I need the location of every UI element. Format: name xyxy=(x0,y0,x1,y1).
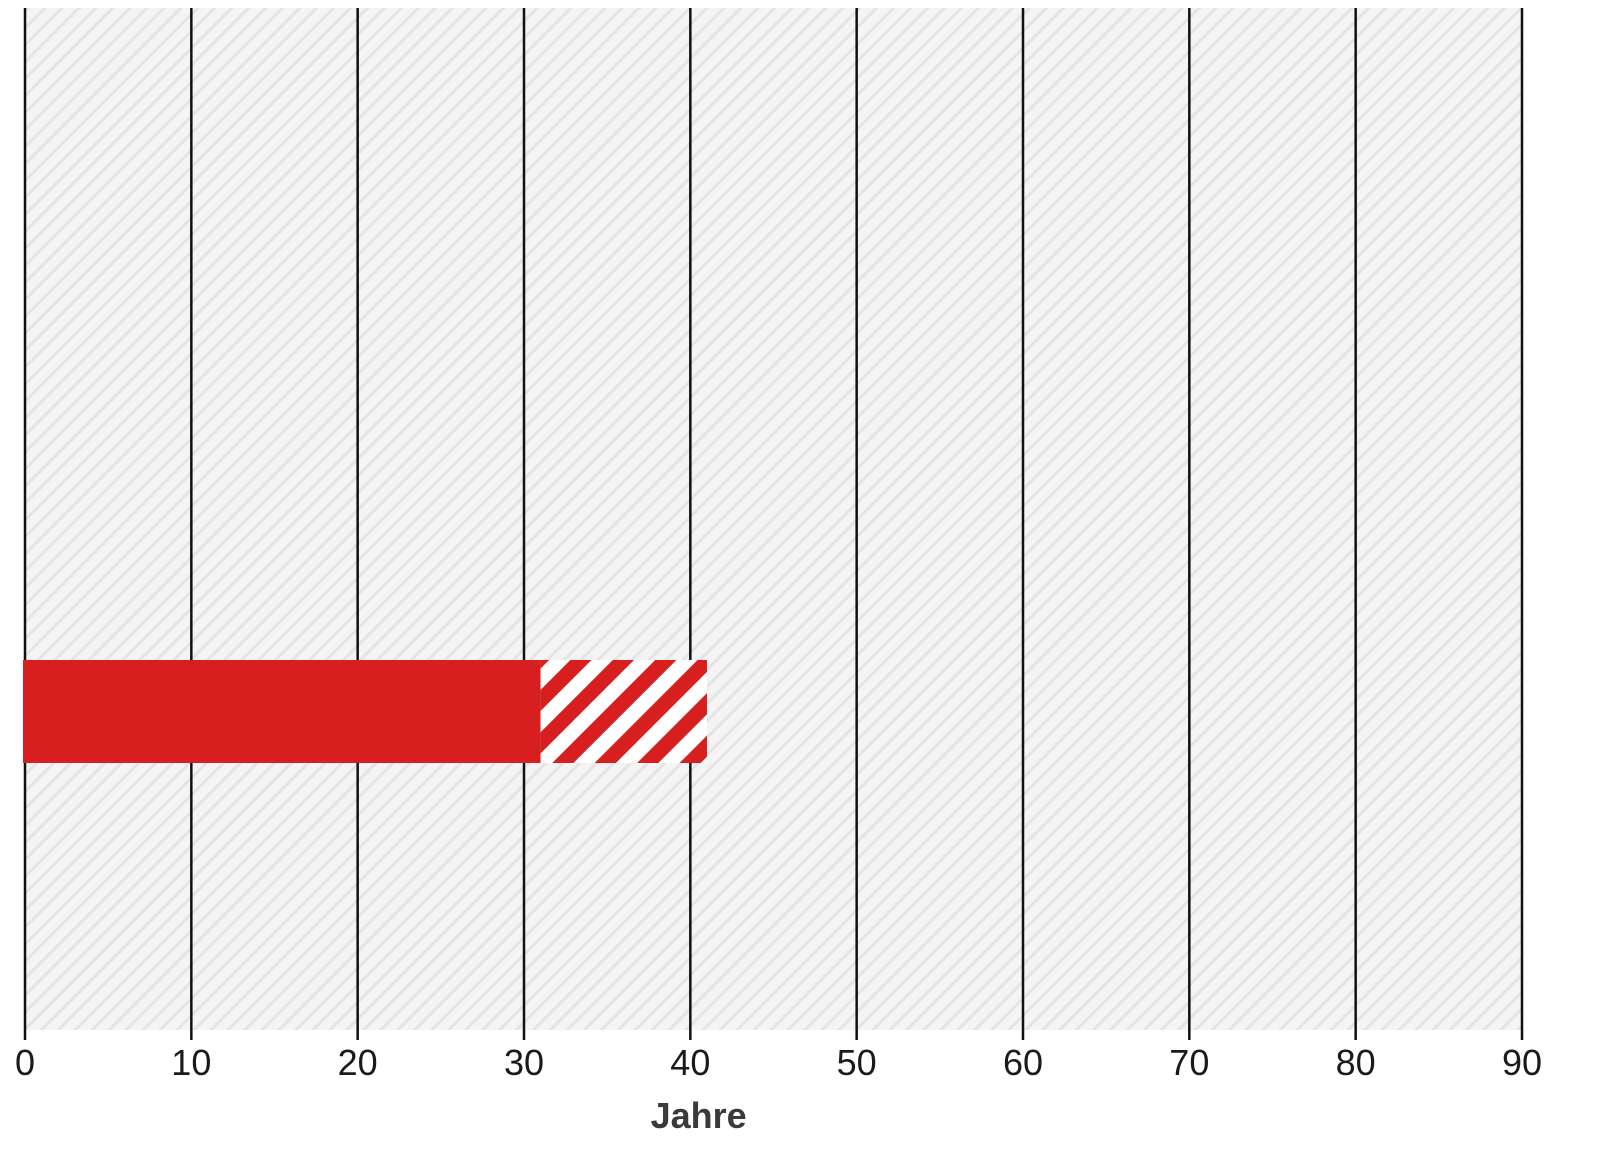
bar-solid-segment xyxy=(23,660,541,763)
x-tick-label-60: 60 xyxy=(1003,1042,1043,1083)
x-tick-label-30: 30 xyxy=(504,1042,544,1083)
x-tick-label-70: 70 xyxy=(1169,1042,1209,1083)
x-tick-label-0: 0 xyxy=(15,1042,35,1083)
x-tick-label-90: 90 xyxy=(1502,1042,1542,1083)
bar-hatched-segment xyxy=(540,660,707,763)
plot-background xyxy=(25,8,1522,1030)
x-tick-label-40: 40 xyxy=(670,1042,710,1083)
grid-lines xyxy=(23,8,1524,1040)
x-axis-ticks: 0 10 20 30 40 50 60 70 80 90 xyxy=(15,1042,1542,1083)
bars xyxy=(23,660,707,763)
x-axis-title: Jahre xyxy=(651,1095,747,1136)
x-tick-label-50: 50 xyxy=(837,1042,877,1083)
x-tick-label-20: 20 xyxy=(338,1042,378,1083)
x-tick-label-10: 10 xyxy=(171,1042,211,1083)
x-tick-label-80: 80 xyxy=(1336,1042,1376,1083)
